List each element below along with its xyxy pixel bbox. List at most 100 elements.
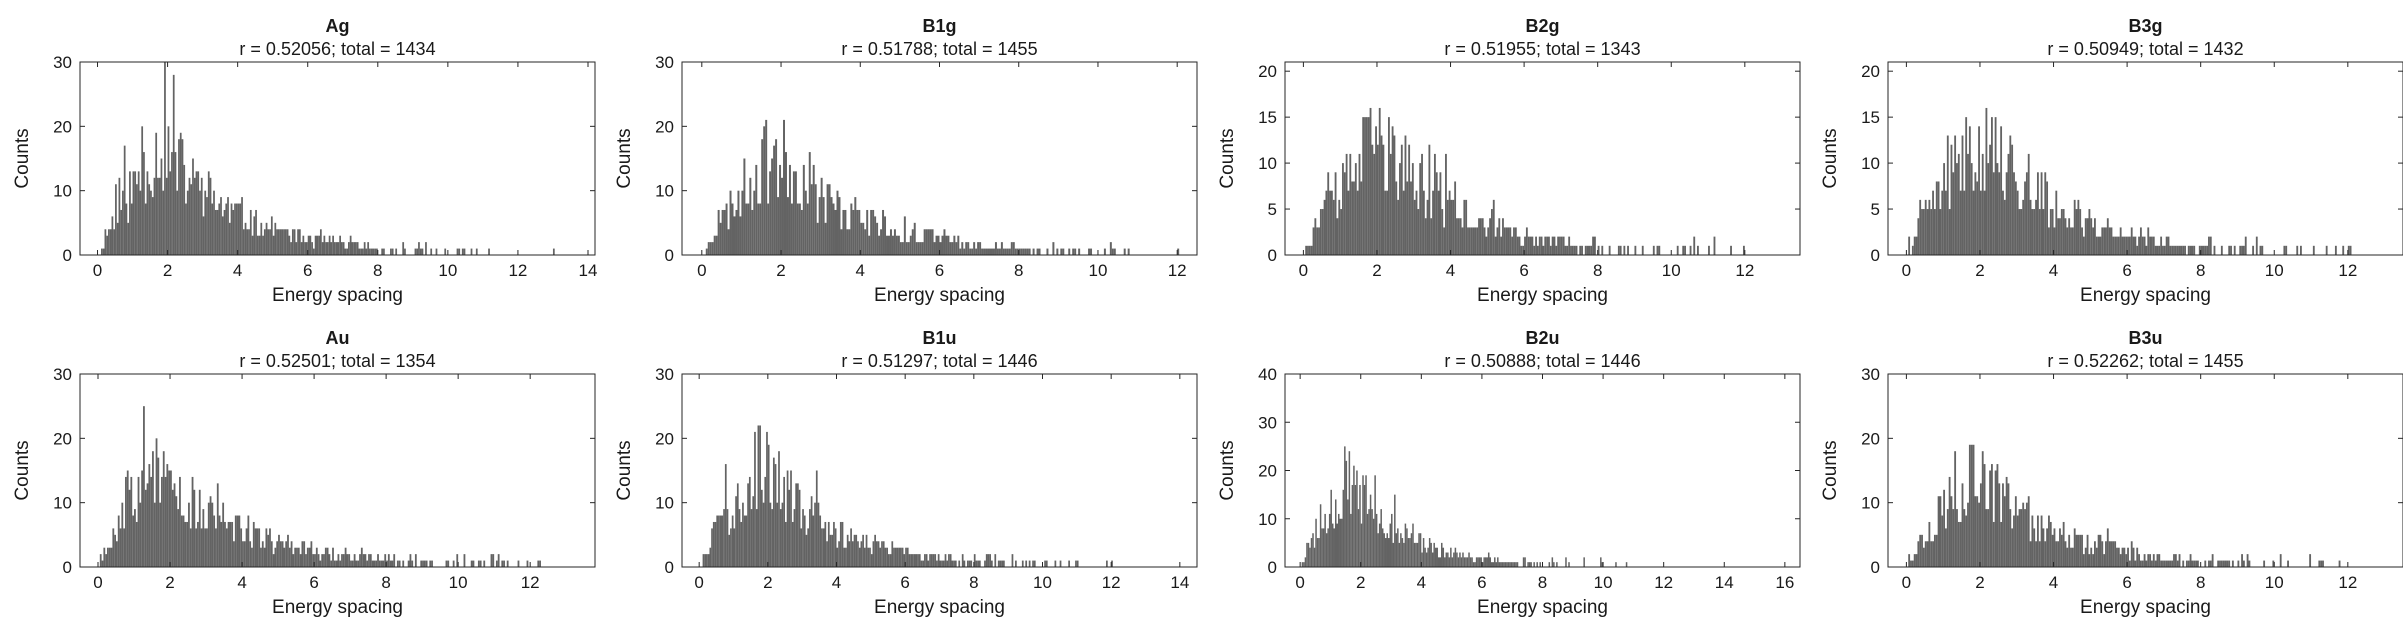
- histogram-bar: [1559, 236, 1561, 255]
- histogram-bar: [2053, 528, 2056, 567]
- histogram-bar: [1347, 499, 1349, 567]
- histogram-bar: [373, 560, 376, 567]
- histogram-bar: [977, 560, 979, 567]
- x-tick-label: 6: [900, 573, 909, 592]
- histogram-bar: [881, 541, 883, 567]
- histogram-bar: [2108, 541, 2111, 567]
- histogram-bar: [2025, 172, 2028, 255]
- histogram-bar: [2020, 509, 2023, 567]
- y-tick-label: 10: [655, 182, 674, 201]
- histogram-bar: [1921, 209, 1923, 255]
- histogram-bar: [1003, 560, 1005, 567]
- histogram-bar: [376, 248, 378, 255]
- histogram-bar: [1460, 557, 1463, 567]
- histogram-bar: [206, 528, 208, 567]
- histogram-bar: [1325, 190, 1328, 255]
- histogram-bar: [869, 547, 871, 567]
- histogram-bar: [1968, 126, 1971, 255]
- histogram-bar: [1014, 248, 1017, 255]
- axes-frame: [681, 373, 1198, 568]
- histogram-bar: [1368, 509, 1370, 567]
- histogram-bar: [2182, 245, 2185, 255]
- histogram-bar: [1478, 218, 1480, 255]
- histogram-bar: [526, 560, 529, 567]
- histogram-bar: [733, 528, 736, 567]
- histogram-bar: [909, 235, 912, 255]
- histogram-bar: [815, 470, 818, 567]
- histogram-bar: [139, 190, 142, 255]
- histogram-bar: [1494, 236, 1497, 255]
- histogram-bar: [339, 235, 341, 255]
- histogram-bar: [167, 126, 170, 255]
- histogram-bar: [839, 521, 842, 567]
- histogram-bar: [772, 457, 775, 567]
- histogram-bar: [800, 209, 803, 255]
- histogram-bar: [810, 496, 813, 567]
- histogram-bar: [247, 515, 250, 567]
- histogram-bar: [1109, 242, 1112, 255]
- histogram-bar: [1437, 190, 1440, 255]
- histogram-bar: [1447, 552, 1449, 567]
- histogram-bar: [321, 554, 324, 567]
- histogram-bar: [1445, 153, 1447, 255]
- histogram-bar: [170, 470, 172, 567]
- histogram-bar: [936, 560, 938, 567]
- histogram-bar: [1957, 521, 1960, 567]
- panel-title: B3g: [2128, 16, 2162, 36]
- histogram-bar: [213, 190, 215, 255]
- histogram-bar: [1472, 562, 1475, 567]
- histogram-bar: [1924, 199, 1927, 255]
- histogram-bar: [351, 242, 354, 255]
- histogram-bar: [444, 248, 447, 255]
- histogram-bar: [162, 451, 165, 567]
- histogram-bar: [1008, 248, 1011, 255]
- histogram-bar: [767, 444, 770, 567]
- histogram-bar: [227, 197, 229, 255]
- histogram-bar: [197, 521, 199, 567]
- histogram-bar: [295, 242, 298, 255]
- x-tick-label: 6: [2122, 261, 2131, 280]
- histogram-bar: [274, 547, 277, 567]
- histogram-bar: [1111, 560, 1113, 567]
- histogram-bar: [168, 470, 171, 567]
- histogram-bar: [884, 547, 887, 567]
- histogram-bar: [378, 560, 381, 567]
- histogram-bar: [128, 489, 131, 567]
- panel-subtitle: r = 0.51788; total = 1455: [841, 39, 1037, 59]
- histogram-bar: [798, 203, 801, 255]
- histogram-bar: [1570, 245, 1572, 255]
- histogram-bar: [2048, 227, 2050, 255]
- histogram-bar: [2149, 554, 2152, 567]
- histogram-bar: [774, 464, 777, 567]
- histogram-bar: [323, 554, 325, 567]
- histogram-bar: [2263, 560, 2266, 567]
- histogram-bar: [2064, 541, 2067, 567]
- histogram-bar: [870, 554, 873, 567]
- histogram-bar: [1566, 245, 1569, 255]
- histogram-bar: [425, 242, 427, 255]
- histogram-bar: [260, 547, 262, 567]
- histogram-bar: [805, 534, 808, 567]
- histogram-bar: [1306, 542, 1308, 568]
- histogram-bar: [278, 534, 280, 567]
- y-tick-label: 15: [1258, 108, 1277, 127]
- histogram-bar: [2296, 245, 2299, 255]
- histogram-bar: [2246, 554, 2249, 567]
- histogram-bar: [1004, 248, 1007, 255]
- histogram-bar: [284, 229, 287, 255]
- histogram-bar: [1437, 557, 1440, 567]
- histogram-bar: [248, 229, 250, 255]
- histogram-bar: [857, 541, 859, 567]
- histogram-bar: [1316, 227, 1319, 255]
- histogram-bar: [1462, 552, 1464, 567]
- histogram-bar: [2088, 554, 2091, 567]
- histogram-bar: [2187, 245, 2190, 255]
- histogram-bar: [1367, 117, 1370, 255]
- histogram-bar: [755, 509, 758, 567]
- histogram-bar: [360, 248, 363, 255]
- histogram-bar: [891, 235, 894, 255]
- histogram-bar: [709, 242, 712, 255]
- histogram-bar: [1908, 554, 1911, 567]
- x-tick-label: 10: [2265, 261, 2284, 280]
- histogram-bar: [1546, 236, 1549, 255]
